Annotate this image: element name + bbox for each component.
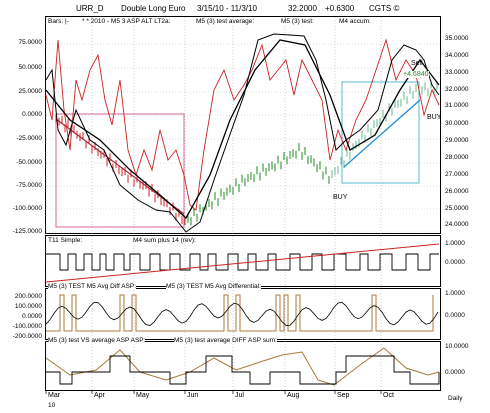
p3-left-tick: 100.0000: [14, 303, 42, 310]
main-right-tick: 27.0000: [445, 171, 469, 178]
main-right-tick: 26.0000: [445, 188, 469, 195]
buy-signal-label-right: BUY: [427, 114, 442, 121]
main-left-tick: -25.0000: [16, 135, 42, 142]
main-left-tick: 25.0000: [18, 88, 43, 95]
main-right-tick: 25.0000: [445, 205, 469, 212]
main-left-tick: 50.0000: [18, 64, 43, 71]
last-price: 32.2000: [288, 4, 317, 13]
main-right-tick: 34.0000: [445, 52, 469, 59]
month-label-jun: Jun: [187, 392, 199, 399]
chart-title-bar: URR_D Double Long Euro 3/15/10 - 11/3/10…: [0, 4, 490, 16]
p4-right-tick: 10.0000: [445, 343, 469, 350]
period-label: Daily: [448, 395, 463, 402]
main-right-tick: 35.0000: [445, 35, 469, 42]
main-left-tick: 0.0000: [22, 111, 42, 118]
main-right-tick: 31.0000: [445, 102, 469, 109]
legend-avg-differential: M5 (3) TEST M5 Avg Differential:: [166, 283, 261, 290]
average-diff-sum-line: [45, 347, 440, 386]
legend-bars: Bars: |-: [48, 18, 69, 25]
uptrend-line: [343, 99, 421, 168]
year-label: 10: [48, 402, 56, 409]
p3-left-tick: 0.0000: [22, 313, 42, 320]
legend-test-average: M5 (3) test average:: [196, 18, 255, 25]
main-right-tick: 33.0000: [445, 69, 469, 76]
month-label-mar: Mar: [48, 392, 61, 399]
p3-left-tick: -100.0000: [12, 323, 42, 330]
p4-right-tick: 0.0000: [445, 369, 465, 376]
month-label-oct: Oct: [383, 392, 394, 399]
month-label-apr: Apr: [94, 392, 105, 399]
main-left-tick: -100.0000: [12, 205, 42, 212]
price-change: +0.6300: [325, 4, 355, 13]
month-label-jul: Jul: [235, 392, 244, 399]
red-oscillator-line: [45, 38, 440, 211]
p3-left-tick: -200.0000: [12, 333, 42, 340]
avg-diff-asp-line: [46, 294, 434, 332]
legend-average-diff-sum: M5 (3) test average DIFF ASP sum:: [174, 337, 277, 344]
vs-average-asp-line: [46, 355, 440, 385]
legend-m4-sum: M4 sum plus 14 (rev):: [133, 237, 196, 244]
legend-m4-accum: M4 accum:: [339, 18, 371, 25]
p2-right-tick: 1.0000: [445, 240, 465, 247]
main-price-panel[interactable]: [45, 16, 441, 234]
main-right-tick: 32.0000: [445, 86, 469, 93]
date-range: 3/15/10 - 11/3/10: [197, 4, 257, 13]
month-label-aug: Aug: [287, 392, 300, 399]
m4-sum-line: [45, 243, 440, 283]
brand-label: CGTS ©: [369, 4, 400, 13]
avg-differential-line: [45, 301, 439, 326]
p3-right-tick: 0.0000: [445, 312, 465, 319]
main-right-tick: 30.0000: [445, 120, 469, 127]
main-left-tick: 75.0000: [18, 39, 43, 46]
t11-step-line: [46, 253, 439, 271]
uptrend-box: [341, 81, 420, 184]
legend-vs-average-asp: M5 (3) test VS average ASP ASP:: [48, 337, 146, 344]
month-label-sep: Sep: [337, 392, 350, 399]
legend-avg-diff-asp: M5 (3) TEST M5 Avg Diff ASP:: [48, 283, 137, 290]
instrument-name: Double Long Euro: [121, 4, 186, 13]
main-left-tick: -75.0000: [16, 182, 42, 189]
legend-test: M5 (3) test:: [281, 18, 314, 25]
legend-t11-simple: T11 Simple:: [48, 237, 83, 244]
legend-asp-alt: * * 2010 - M5 3 ASP ALT LT2a:: [82, 18, 171, 25]
p2-right-tick: 0.0000: [445, 259, 465, 266]
main-right-tick: 29.0000: [445, 137, 469, 144]
buy-signal-label: BUY: [333, 194, 348, 201]
p3-right-tick: 1.0000: [445, 290, 465, 297]
main-right-tick: 28.0000: [445, 154, 469, 161]
main-right-tick: 24.0000: [445, 221, 469, 228]
symbol-label: URR_D: [76, 4, 104, 13]
sell-signal-label: Sell: [411, 60, 423, 67]
gain-label: +4.6840: [403, 71, 429, 78]
downtrend-box: [55, 113, 185, 228]
main-left-tick: -50.0000: [16, 159, 42, 166]
month-label-may: May: [136, 392, 150, 399]
p3-left-tick: 200.0000: [14, 293, 42, 300]
test-average-line: [45, 39, 440, 220]
black-oscillator-line: [45, 33, 440, 233]
main-left-tick: -125.0000: [12, 228, 42, 235]
